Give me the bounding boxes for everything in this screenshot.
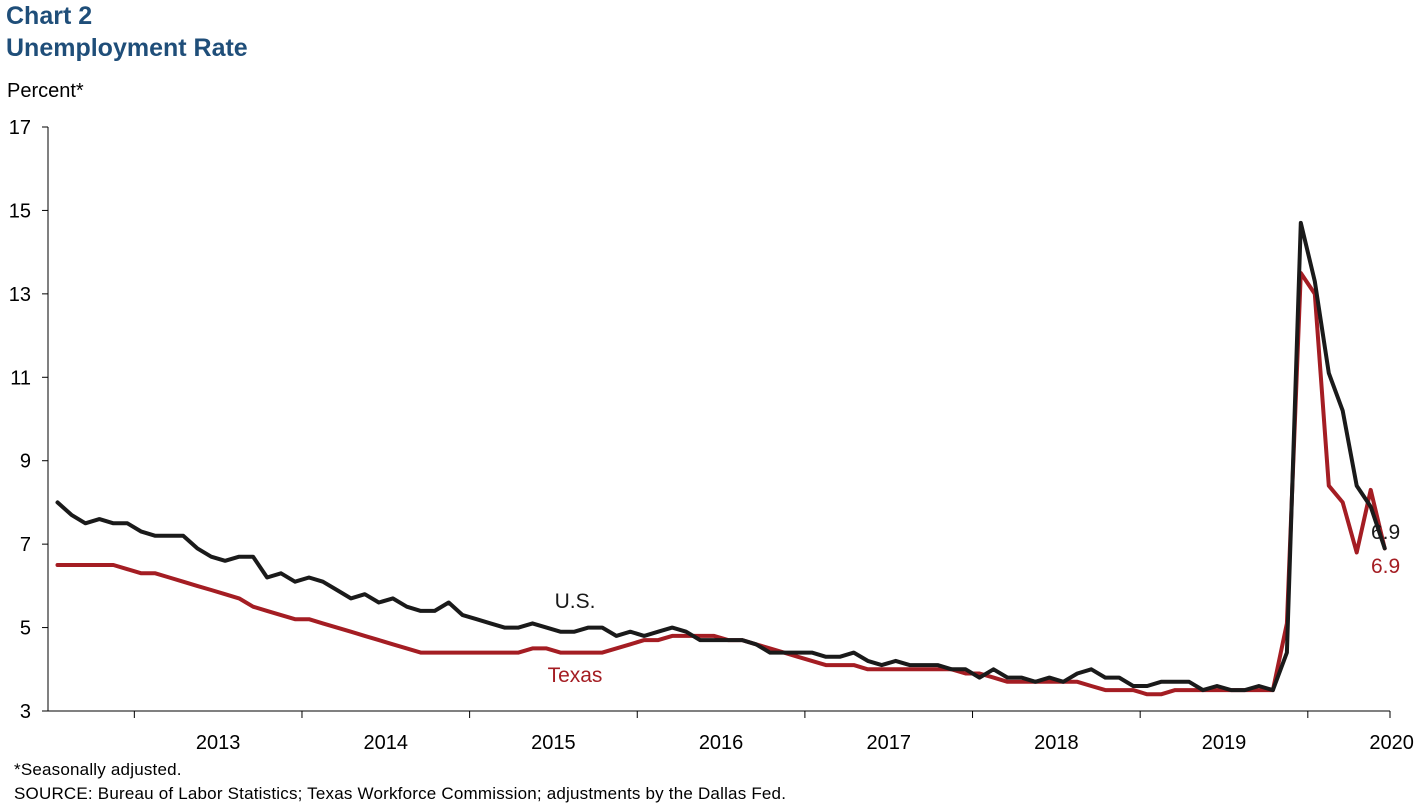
line-chart: 3 5 7 9 11 13 15 17 2013 2014 2015 2016 2017 2018 2019…	[9, 117, 1414, 754]
source-note: SOURCE: Bureau of Labor Statistics; Texa…	[14, 784, 787, 803]
footnote: *Seasonally adjusted.	[14, 760, 182, 779]
y-tick-label: 17	[9, 117, 31, 139]
chart-number-title: Chart 2	[6, 2, 93, 30]
x-tick-label: 2019	[1202, 732, 1247, 754]
series-line-us	[55, 220, 1387, 693]
series-label-us: U.S.	[555, 590, 596, 613]
y-tick-label: 9	[20, 451, 31, 473]
x-tick-label: 2016	[699, 732, 744, 754]
end-value-label-us: 6.9	[1371, 521, 1400, 544]
series-layer	[55, 220, 1387, 697]
label-layer: U.S. Texas 6.9 6.9	[548, 521, 1401, 687]
x-tick-label: 2017	[866, 732, 911, 754]
x-tick-label: 2013	[196, 732, 241, 754]
y-tick-label: 3	[20, 701, 31, 723]
x-tick-label: 2015	[531, 732, 576, 754]
x-tick-label: 2020	[1369, 732, 1414, 754]
y-tick-label: 15	[9, 200, 31, 222]
x-tick-label: 2018	[1034, 732, 1079, 754]
end-value-label-texas: 6.9	[1371, 555, 1400, 578]
y-tick-label: 13	[9, 284, 31, 306]
chart-title: Unemployment Rate	[6, 34, 248, 62]
series-line-texas	[55, 271, 1387, 697]
y-tick-label: 7	[20, 534, 31, 556]
x-tick-label: 2014	[364, 732, 409, 754]
axes: 3 5 7 9 11 13 15 17 2013 2014 2015 2016 2017 2018 2019…	[9, 117, 1414, 754]
y-tick-label: 5	[20, 618, 31, 640]
y-axis-label: Percent*	[7, 80, 84, 102]
series-label-texas: Texas	[548, 664, 603, 687]
y-tick-label: 11	[10, 367, 31, 389]
